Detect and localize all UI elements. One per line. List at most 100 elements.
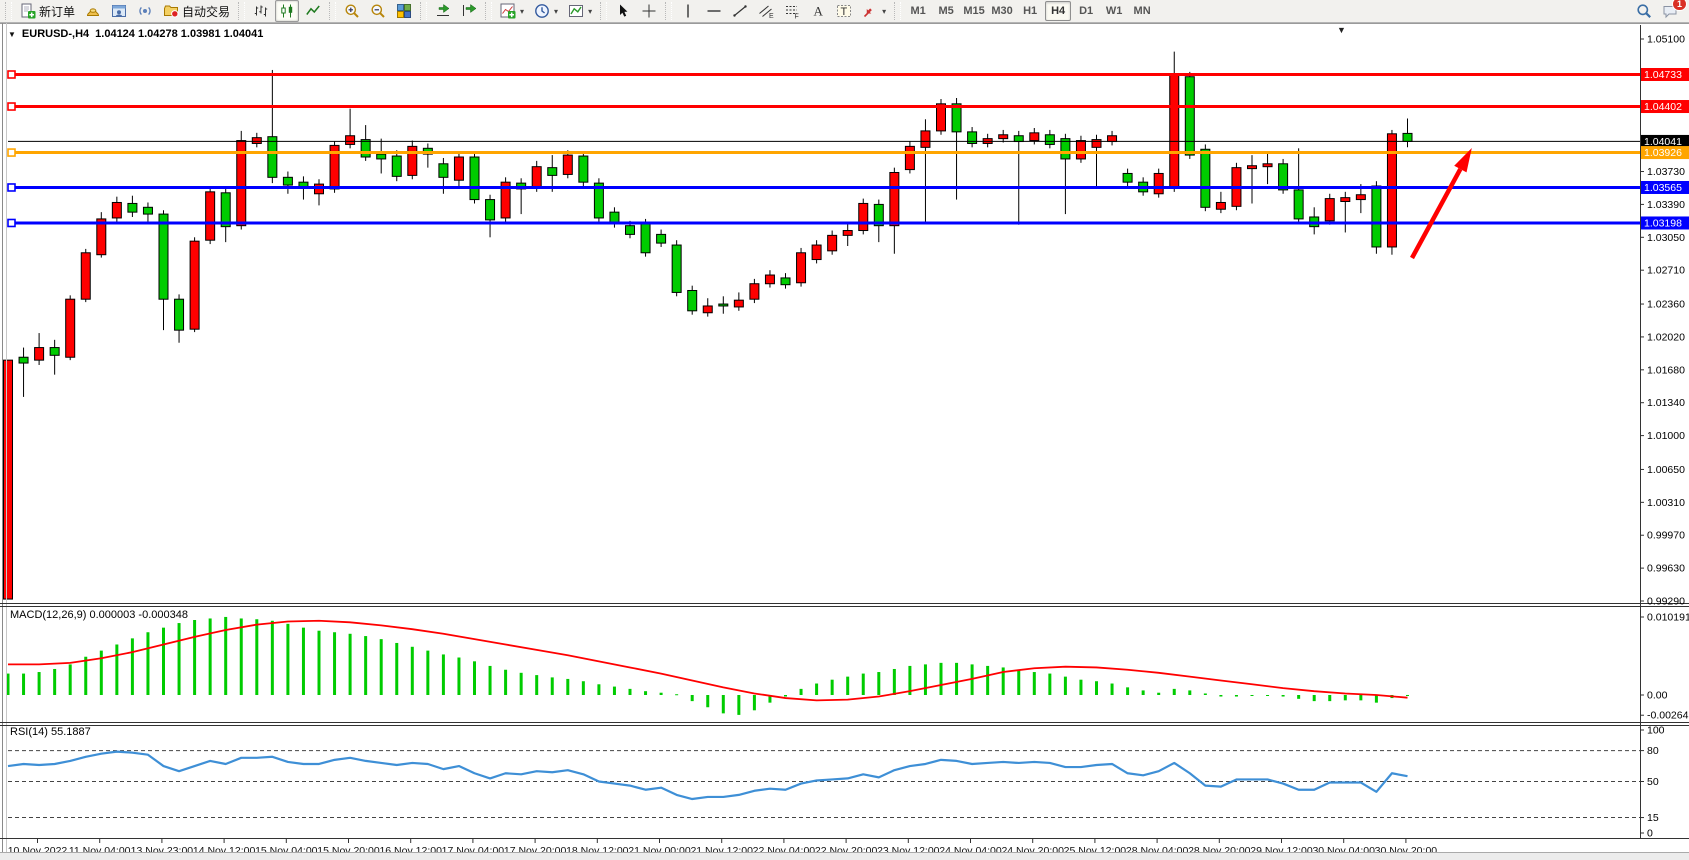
svg-text:100: 100 [1647, 725, 1665, 737]
toolbar-cursor-button[interactable] [611, 0, 635, 22]
candle [500, 181, 511, 219]
toolbar-chart-shift-button[interactable] [457, 0, 481, 22]
macd-histogram-bar [1250, 695, 1254, 696]
svg-text:0.99630: 0.99630 [1647, 563, 1685, 575]
toolbar-zoom-out-button[interactable] [366, 0, 390, 22]
macd-histogram-bar [644, 691, 648, 695]
macd-histogram-bar [675, 694, 679, 696]
toolbar-text-button[interactable]: A [806, 0, 830, 22]
candle [920, 130, 931, 148]
macd-histogram-bar [255, 619, 259, 695]
candle [407, 145, 418, 176]
toolbar-tile-windows-button[interactable] [392, 0, 416, 22]
macd-histogram-bar [768, 695, 772, 703]
macd-histogram-bar [784, 695, 787, 697]
candle [1200, 148, 1211, 208]
horizontal-line-objects[interactable] [7, 70, 1640, 228]
macd-histogram-bar [1001, 667, 1005, 695]
toolbar-crosshair-button[interactable] [637, 0, 661, 22]
macd-histogram-bar [535, 675, 539, 695]
macd-histogram-bar [1063, 676, 1067, 695]
macd-histogram-bar [846, 676, 850, 695]
svg-text:1.03926: 1.03926 [1644, 147, 1682, 159]
chevron-down-icon[interactable]: ▾ [882, 6, 887, 16]
symbol-dropdown-icon[interactable]: ▼ [8, 29, 16, 39]
chart-shift-marker-icon[interactable]: ▼ [1337, 25, 1346, 35]
timeframe-m5-button[interactable]: M5 [938, 5, 954, 17]
macd-histogram-bar [815, 683, 819, 695]
price-badge [1641, 180, 1689, 194]
toolbar-fibonacci-button[interactable]: F [780, 0, 804, 22]
toolbar-trend-line-button[interactable] [728, 0, 752, 22]
candle [625, 225, 635, 235]
toolbar-vertical-line-button[interactable] [676, 0, 700, 22]
chart-window[interactable]: 1.05100 1.03730 1.03390 1.03050 1.02710 1.023… [0, 23, 1689, 860]
toolbar-new-order-button[interactable]: 新订单 [16, 0, 79, 22]
toolbar-periods-button[interactable]: ▾ [530, 0, 562, 22]
price-axis[interactable]: 1.05100 1.03730 1.03390 1.03050 1.02710 1.023… [1640, 34, 1689, 608]
toolbar-equidistant-channel-button[interactable]: E [754, 0, 778, 22]
toolbar-indicators-button[interactable]: ▾ [496, 0, 528, 22]
toolbar-candlestick-chart-button[interactable] [275, 0, 300, 22]
candle [796, 252, 807, 284]
toolbar-market-watch-button[interactable] [107, 0, 131, 22]
candle [1278, 163, 1289, 191]
svg-text:0.99290: 0.99290 [1647, 596, 1685, 608]
timeframe-mn-button[interactable]: MN [1133, 5, 1151, 17]
svg-text:-0.002642: -0.002642 [1647, 710, 1689, 722]
macd-indicator-label: MACD(12,26,9) 0.000003 -0.000348 [10, 609, 188, 621]
toolbar-line-chart-button[interactable] [301, 0, 325, 22]
timeframe-m1-button[interactable]: M1 [910, 5, 926, 17]
toolbar-auto-trading-button[interactable]: 自动交易 [159, 0, 234, 22]
toolbar-horizontal-line-button[interactable] [702, 0, 726, 22]
rsi-panel [7, 750, 1640, 819]
timeframe-h1-button[interactable]: H1 [1023, 5, 1038, 17]
svg-text:1.04041: 1.04041 [1644, 136, 1682, 148]
svg-text:0.00: 0.00 [1647, 690, 1668, 702]
toolbar-arrows-button[interactable]: ▾ [858, 0, 890, 22]
toolbar-chat-button[interactable]: 1 [1658, 0, 1687, 22]
chevron-down-icon[interactable]: ▾ [520, 6, 525, 16]
toolbar-bar-chart-button[interactable] [249, 0, 273, 22]
toolbar-gold-ingot-button[interactable] [81, 0, 105, 22]
svg-text:1.05100: 1.05100 [1647, 34, 1685, 46]
svg-text:1.03730: 1.03730 [1647, 166, 1685, 178]
candle [1153, 172, 1164, 195]
candle [360, 139, 371, 158]
candle [842, 230, 853, 236]
candle [936, 103, 946, 132]
crosshair-icon [641, 3, 657, 19]
line-chart-icon [305, 3, 321, 19]
candle [998, 134, 1009, 140]
fibonacci-icon: F [784, 3, 800, 19]
timeframe-w1-button[interactable]: W1 [1105, 5, 1123, 17]
candle [1029, 132, 1040, 142]
svg-text:1.02710: 1.02710 [1647, 265, 1685, 277]
arrow-object[interactable] [1410, 147, 1472, 260]
macd-histogram-bar [550, 677, 554, 695]
macd-histogram-bar [1266, 695, 1270, 696]
timeframe-m30-button[interactable]: M30 [991, 5, 1013, 17]
svg-text:T: T [841, 6, 848, 18]
price-chart-canvas[interactable]: 1.05100 1.03730 1.03390 1.03050 1.02710 1.023… [0, 23, 1689, 860]
candle [1091, 139, 1102, 148]
toolbar-separator [5, 2, 12, 20]
timeframe-m15-button[interactable]: M15 [963, 5, 985, 17]
candle [718, 303, 729, 307]
timeframe-h4-button[interactable]: H4 [1045, 1, 1072, 21]
chevron-down-icon[interactable]: ▾ [554, 6, 559, 16]
toolbar-broadcast-button[interactable] [133, 0, 157, 22]
toolbar-search-button[interactable] [1632, 0, 1656, 22]
chevron-down-icon[interactable]: ▾ [588, 6, 593, 16]
timeframe-d1-button[interactable]: D1 [1079, 5, 1094, 17]
toolbar-auto-scroll-button[interactable] [431, 0, 455, 22]
notification-badge: 1 [1671, 0, 1687, 11]
toolbar-text-label-button[interactable]: T [832, 0, 856, 22]
macd-histogram-bar [986, 665, 990, 695]
svg-text:1.01000: 1.01000 [1647, 430, 1685, 442]
toolbar-zoom-in-button[interactable] [340, 0, 364, 22]
macd-histogram-bar [224, 616, 228, 695]
macd-histogram-bar [130, 638, 134, 695]
toolbar-templates-button[interactable]: ▾ [564, 0, 596, 22]
